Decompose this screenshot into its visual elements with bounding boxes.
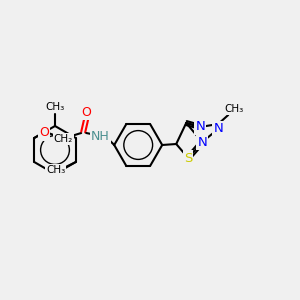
Text: CH₃: CH₃ [225,104,244,114]
Text: N: N [213,122,223,136]
Text: N: N [195,121,205,134]
Text: CH₃: CH₃ [45,102,64,112]
Text: O: O [39,127,49,140]
Text: CH₂: CH₂ [54,134,73,144]
Text: CH₃: CH₃ [46,165,65,175]
Text: N: N [197,136,207,148]
Text: NH: NH [91,130,110,142]
Text: S: S [184,152,192,164]
Text: O: O [81,106,91,118]
